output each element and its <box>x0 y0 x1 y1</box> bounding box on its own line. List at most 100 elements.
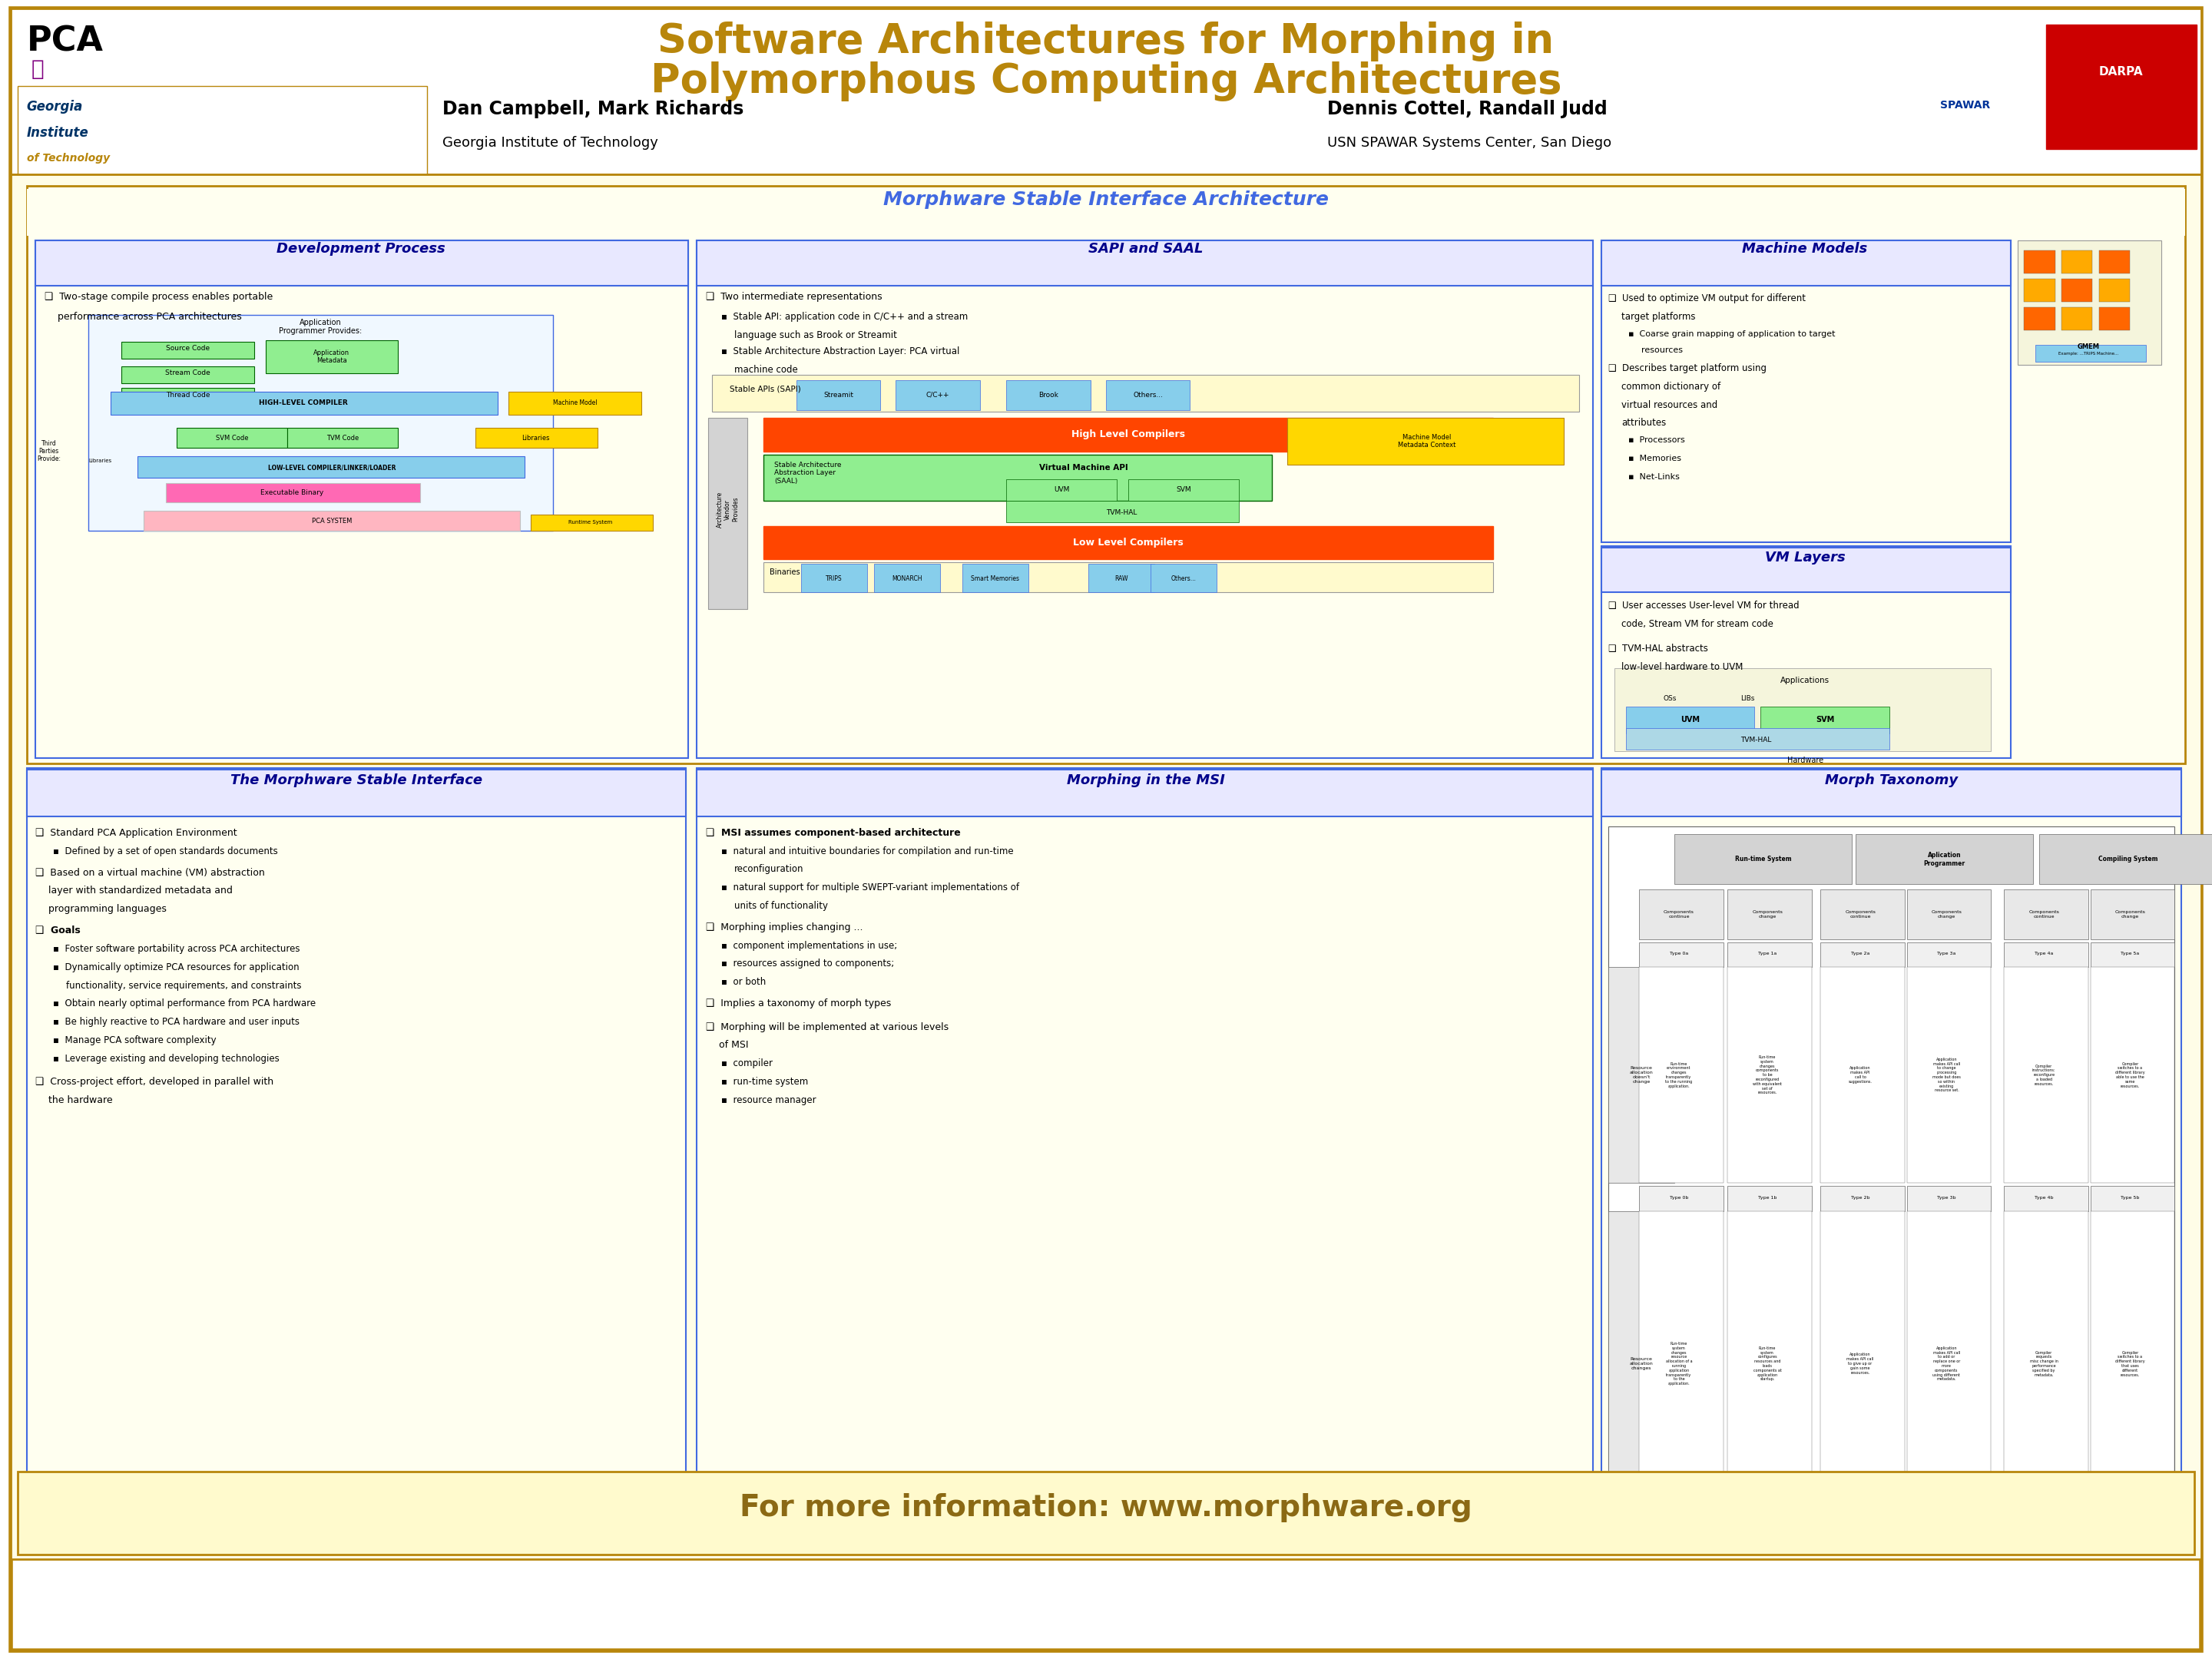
FancyBboxPatch shape <box>2090 942 2174 967</box>
Text: ❑  Standard PCA Application Environment: ❑ Standard PCA Application Environment <box>35 828 237 838</box>
FancyBboxPatch shape <box>11 8 2201 174</box>
Text: ❑  Two intermediate representations: ❑ Two intermediate representations <box>706 292 883 302</box>
FancyBboxPatch shape <box>1820 967 1905 1183</box>
FancyBboxPatch shape <box>1601 547 2011 592</box>
Text: reconfiguration: reconfiguration <box>734 864 803 874</box>
Text: TRIPS: TRIPS <box>825 576 843 582</box>
FancyBboxPatch shape <box>801 564 867 592</box>
FancyBboxPatch shape <box>708 418 748 609</box>
Text: ▪  Coarse grain mapping of application to target: ▪ Coarse grain mapping of application to… <box>1628 330 1836 338</box>
Text: SVM: SVM <box>1177 486 1190 493</box>
FancyBboxPatch shape <box>509 392 641 415</box>
FancyBboxPatch shape <box>2099 279 2130 302</box>
Text: ▪  Foster software portability across PCA architectures: ▪ Foster software portability across PCA… <box>53 944 301 954</box>
FancyBboxPatch shape <box>1006 501 1239 523</box>
Text: Third
Parties
Provide:: Third Parties Provide: <box>38 440 60 463</box>
FancyBboxPatch shape <box>27 189 2185 236</box>
Text: ▪  natural and intuitive boundaries for compilation and run-time: ▪ natural and intuitive boundaries for c… <box>721 846 1013 856</box>
Text: Morph Taxonomy: Morph Taxonomy <box>1825 773 1958 786</box>
FancyBboxPatch shape <box>697 770 1593 816</box>
Text: Run-time
system
changes
resource
allocation of a
running
application
transparent: Run-time system changes resource allocat… <box>1666 1342 1692 1385</box>
Text: Type 2b: Type 2b <box>1851 1196 1869 1199</box>
Text: ▪  run-time system: ▪ run-time system <box>721 1077 807 1087</box>
FancyBboxPatch shape <box>18 1472 2194 1554</box>
Text: functionality, service requirements, and constraints: functionality, service requirements, and… <box>66 980 301 990</box>
Text: ▪  Stable API: application code in C/C++ and a stream: ▪ Stable API: application code in C/C++ … <box>721 312 969 322</box>
Text: ▪  Obtain nearly optimal performance from PCA hardware: ▪ Obtain nearly optimal performance from… <box>53 999 316 1009</box>
FancyBboxPatch shape <box>763 455 1272 501</box>
Text: Resource
allocation
doesn't
change: Resource allocation doesn't change <box>1630 1067 1652 1083</box>
Text: Polymorphous Computing Architectures: Polymorphous Computing Architectures <box>650 61 1562 101</box>
Text: Development Process: Development Process <box>276 242 445 255</box>
FancyBboxPatch shape <box>1601 768 2181 1535</box>
FancyBboxPatch shape <box>1761 707 1889 733</box>
Text: ❑  Cross-project effort, developed in parallel with: ❑ Cross-project effort, developed in par… <box>35 1077 274 1087</box>
Text: ❑  Based on a virtual machine (VM) abstraction: ❑ Based on a virtual machine (VM) abstra… <box>35 868 265 878</box>
FancyBboxPatch shape <box>2017 241 2161 365</box>
FancyBboxPatch shape <box>763 418 1493 451</box>
FancyBboxPatch shape <box>122 388 254 405</box>
Text: ▪  Be highly reactive to PCA hardware and user inputs: ▪ Be highly reactive to PCA hardware and… <box>53 1017 299 1027</box>
Text: Compiler
instructions:
reconfigure
a loaded
resources.: Compiler instructions: reconfigure a loa… <box>2033 1063 2055 1087</box>
Text: Machine Model: Machine Model <box>553 400 597 406</box>
Text: Machine Models: Machine Models <box>1743 242 1867 255</box>
Text: Type 3b: Type 3b <box>1938 1196 1955 1199</box>
FancyBboxPatch shape <box>1907 1186 1991 1211</box>
Text: Others...: Others... <box>1170 576 1197 582</box>
FancyBboxPatch shape <box>1856 834 2033 884</box>
FancyBboxPatch shape <box>697 241 1593 758</box>
Text: ❑  Goals: ❑ Goals <box>35 926 80 936</box>
Text: code, Stream VM for stream code: code, Stream VM for stream code <box>1621 619 1774 629</box>
Text: Streamit: Streamit <box>823 392 854 398</box>
FancyBboxPatch shape <box>896 380 980 410</box>
Text: ❑  Used to optimize VM output for different: ❑ Used to optimize VM output for differe… <box>1608 294 1805 304</box>
Text: ▪  Defined by a set of open standards documents: ▪ Defined by a set of open standards doc… <box>53 846 279 856</box>
FancyBboxPatch shape <box>27 186 2185 763</box>
Text: ▪  Memories: ▪ Memories <box>1628 455 1681 463</box>
Text: USN SPAWAR Systems Center, San Diego: USN SPAWAR Systems Center, San Diego <box>1327 136 1613 149</box>
FancyBboxPatch shape <box>2024 279 2055 302</box>
Text: Type 1b: Type 1b <box>1759 1196 1776 1199</box>
FancyBboxPatch shape <box>1907 967 1991 1183</box>
FancyBboxPatch shape <box>2035 345 2146 362</box>
FancyBboxPatch shape <box>2090 889 2174 939</box>
FancyBboxPatch shape <box>1006 479 1117 501</box>
Text: Application
makes API call
to add or
replace one or
more
components
using differ: Application makes API call to add or rep… <box>1933 1345 1960 1382</box>
FancyBboxPatch shape <box>1608 1211 1674 1515</box>
Text: Components
continue: Components continue <box>2028 909 2059 917</box>
Text: ❑  Morphing will be implemented at various levels: ❑ Morphing will be implemented at variou… <box>706 1022 949 1032</box>
Text: HIGH-LEVEL COMPILER: HIGH-LEVEL COMPILER <box>259 400 347 406</box>
Text: Compiler
switches to a
different library
that uses
different
resources.: Compiler switches to a different library… <box>2115 1350 2146 1377</box>
Text: Hardware: Hardware <box>1787 757 1823 765</box>
Text: High Level Compilers: High Level Compilers <box>1071 430 1186 440</box>
Text: Thread Code: Thread Code <box>166 392 210 398</box>
FancyBboxPatch shape <box>1820 1211 1905 1515</box>
FancyBboxPatch shape <box>122 342 254 358</box>
Text: Dennis Cottel, Randall Judd: Dennis Cottel, Randall Judd <box>1327 100 1608 118</box>
Text: LOW-LEVEL COMPILER/LINKER/LOADER: LOW-LEVEL COMPILER/LINKER/LOADER <box>268 465 396 471</box>
FancyBboxPatch shape <box>1728 889 1812 939</box>
Text: Low Level Compilers: Low Level Compilers <box>1073 538 1183 547</box>
Text: Components
continue: Components continue <box>1663 909 1694 917</box>
FancyBboxPatch shape <box>2090 1186 2174 1211</box>
Text: Components
change: Components change <box>1752 909 1783 917</box>
Text: Compiler
switches to a
different library
able to use the
same
resources.: Compiler switches to a different library… <box>2115 1062 2146 1088</box>
Text: UVM: UVM <box>1053 486 1071 493</box>
Text: Type 2a: Type 2a <box>1851 952 1869 956</box>
Text: Components
change: Components change <box>1931 909 1962 917</box>
Text: Applications: Applications <box>1781 677 1829 685</box>
FancyBboxPatch shape <box>1601 770 2181 816</box>
Text: ▪  Stable Architecture Abstraction Layer: PCA virtual: ▪ Stable Architecture Abstraction Layer:… <box>721 347 960 357</box>
Text: the hardware: the hardware <box>49 1095 113 1105</box>
FancyBboxPatch shape <box>1639 1186 1723 1211</box>
Text: For more information: www.morphware.org: For more information: www.morphware.org <box>739 1493 1473 1523</box>
Text: TVM-HAL: TVM-HAL <box>1741 737 1772 743</box>
FancyBboxPatch shape <box>796 380 880 410</box>
FancyBboxPatch shape <box>2004 1186 2088 1211</box>
Text: ❑  Morphing implies changing ...: ❑ Morphing implies changing ... <box>706 922 863 932</box>
FancyBboxPatch shape <box>1601 241 2011 285</box>
Text: Libraries: Libraries <box>88 460 111 463</box>
FancyBboxPatch shape <box>2062 307 2093 330</box>
FancyBboxPatch shape <box>11 8 2201 1651</box>
Text: TVM-HAL: TVM-HAL <box>1106 509 1137 516</box>
